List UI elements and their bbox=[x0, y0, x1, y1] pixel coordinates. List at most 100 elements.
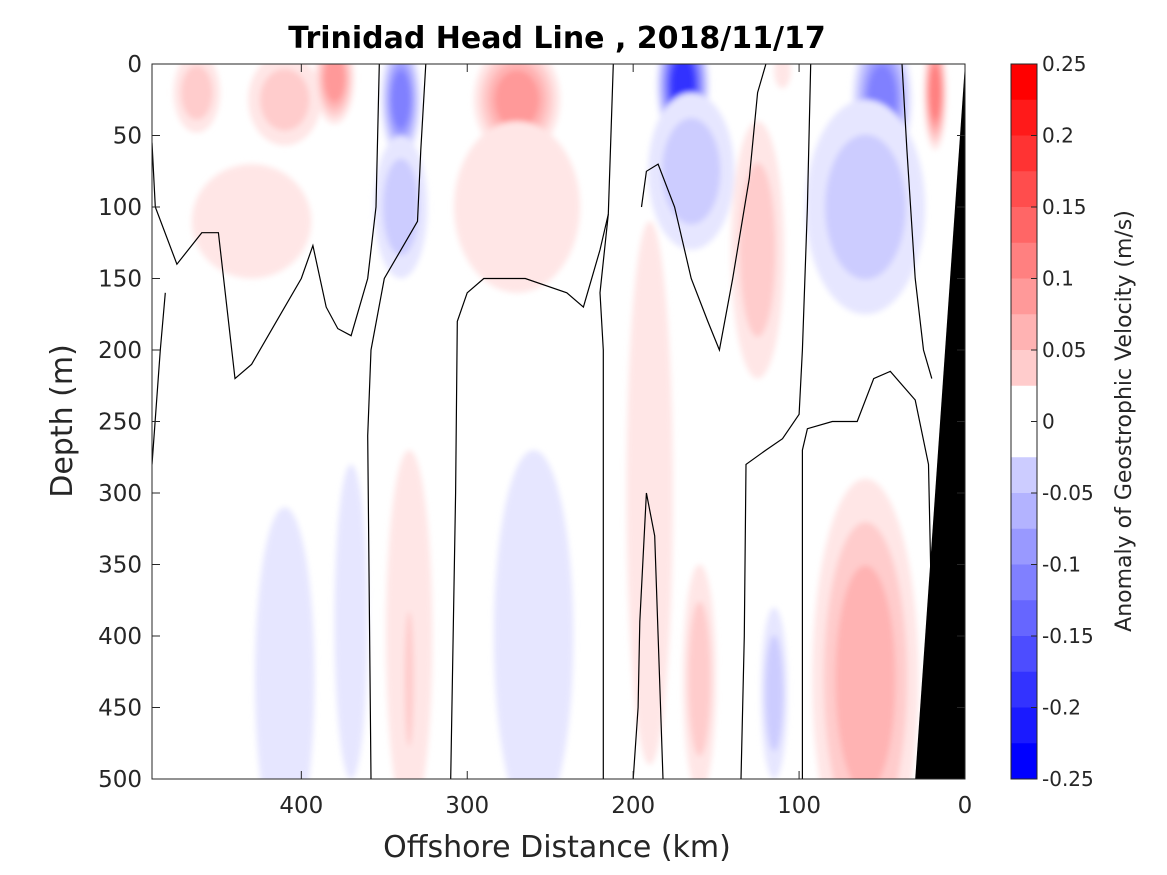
anomaly-band bbox=[391, 70, 411, 129]
zero-contour-6 bbox=[632, 492, 664, 779]
colorbar-band bbox=[1011, 207, 1037, 244]
anomaly-band bbox=[493, 450, 574, 779]
x-tick-label: 100 bbox=[777, 793, 821, 819]
x-tick-label: 0 bbox=[958, 793, 973, 819]
anomaly-band bbox=[774, 64, 791, 89]
colorbar-band bbox=[1011, 278, 1037, 315]
anomaly-band bbox=[626, 221, 673, 765]
anomaly-band bbox=[929, 65, 941, 121]
velocity-anomaly-field bbox=[173, 64, 947, 779]
colorbar-tick-label: 0 bbox=[1042, 410, 1055, 434]
colorbar-label: Anomaly of Geostrophic Velocity (m/s) bbox=[1112, 210, 1137, 632]
anomaly-feature-12 bbox=[805, 99, 926, 315]
colorbar-band bbox=[1011, 350, 1037, 387]
chart-title: Trinidad Head Line , 2018/11/17 bbox=[288, 21, 825, 56]
colorbar-tick-label: -0.1 bbox=[1042, 553, 1081, 577]
anomaly-band bbox=[835, 565, 896, 779]
colorbar-band bbox=[1011, 743, 1037, 780]
colorbar-tick-label: 0.15 bbox=[1042, 195, 1087, 219]
x-axis-label: Offshore Distance (km) bbox=[383, 830, 731, 865]
anomaly-band bbox=[260, 68, 310, 131]
anomaly-feature-24 bbox=[812, 478, 919, 779]
anomaly-band bbox=[404, 611, 414, 747]
colorbar-band bbox=[1011, 385, 1037, 422]
colorbar-band bbox=[1011, 636, 1037, 673]
zero-contour-10 bbox=[901, 64, 933, 379]
y-tick-label: 300 bbox=[98, 481, 142, 507]
anomaly-band bbox=[765, 635, 784, 752]
anomaly-feature-4 bbox=[191, 164, 312, 279]
x-tick-label: 200 bbox=[611, 793, 655, 819]
anomaly-feature-10 bbox=[648, 92, 735, 250]
anomaly-feature-3 bbox=[314, 64, 355, 125]
y-axis-label: Depth (m) bbox=[45, 344, 80, 498]
zero-contours bbox=[152, 64, 936, 779]
zero-contour-8 bbox=[740, 64, 812, 779]
colorbar-band bbox=[1011, 671, 1037, 708]
anomaly-feature-17 bbox=[334, 464, 368, 779]
colorbar-tick-label: -0.2 bbox=[1042, 696, 1081, 720]
colorbar-band bbox=[1011, 242, 1037, 279]
anomaly-feature-2 bbox=[248, 64, 322, 146]
colorbar-band bbox=[1011, 707, 1037, 744]
colorbar-band bbox=[1011, 135, 1037, 172]
zero-contour-5 bbox=[599, 214, 609, 779]
x-tick-label: 400 bbox=[279, 793, 323, 819]
anomaly-band bbox=[181, 65, 213, 120]
colorbar-band bbox=[1011, 493, 1037, 530]
y-tick-label: 350 bbox=[98, 553, 142, 579]
y-tick-label: 250 bbox=[98, 410, 142, 436]
zero-contour-4 bbox=[450, 64, 614, 779]
anomaly-band bbox=[825, 134, 906, 280]
zero-contour-3 bbox=[367, 64, 427, 779]
anomaly-feature-19 bbox=[402, 578, 416, 779]
colorbar-tick-label: 0.05 bbox=[1042, 338, 1087, 362]
y-tick-label: 200 bbox=[98, 338, 142, 364]
anomaly-feature-14 bbox=[923, 64, 947, 150]
colorbar-band bbox=[1011, 314, 1037, 351]
zero-contour-1 bbox=[152, 64, 380, 380]
y-tick-label: 50 bbox=[113, 124, 142, 150]
y-tick-label: 0 bbox=[127, 52, 142, 78]
colorbar-band bbox=[1011, 564, 1037, 601]
zero-contour-7 bbox=[640, 64, 767, 353]
colorbar-tick-label: -0.15 bbox=[1042, 624, 1094, 648]
colorbar-tick-label: 0.2 bbox=[1042, 124, 1074, 148]
colorbar-band bbox=[1011, 457, 1037, 494]
seafloor bbox=[915, 64, 965, 779]
anomaly-feature-15 bbox=[774, 64, 791, 89]
anomaly-band bbox=[334, 464, 368, 779]
anomaly-band bbox=[494, 70, 540, 130]
colorbar-band bbox=[1011, 99, 1037, 136]
anomaly-band bbox=[382, 158, 419, 256]
anomaly-feature-8 bbox=[453, 121, 581, 293]
anomaly-feature-20 bbox=[493, 450, 574, 779]
colorbar-band bbox=[1011, 421, 1037, 458]
colorbar-band bbox=[1011, 528, 1037, 565]
y-tick-label: 150 bbox=[98, 267, 142, 293]
colorbar-band bbox=[1011, 600, 1037, 637]
anomaly-feature-16 bbox=[254, 507, 315, 779]
anomaly-band bbox=[688, 601, 711, 757]
colorbar-tick-label: 0.25 bbox=[1042, 52, 1087, 76]
x-axis: 400 300 200 100 0 bbox=[279, 64, 972, 819]
y-axis: 0 50 100 150 200 250 300 350 400 450 500 bbox=[98, 52, 965, 793]
anomaly-band bbox=[739, 163, 776, 337]
anomaly-feature-5 bbox=[380, 64, 421, 160]
colorbar-tick-label: -0.05 bbox=[1042, 481, 1094, 505]
plot-area bbox=[152, 64, 965, 779]
colorbar-band bbox=[1011, 64, 1037, 101]
anomaly-feature-22 bbox=[682, 564, 717, 779]
anomaly-band bbox=[324, 64, 345, 102]
anomaly-band bbox=[254, 507, 315, 779]
anomaly-feature-21 bbox=[626, 221, 673, 765]
y-tick-label: 450 bbox=[98, 696, 142, 722]
y-tick-label: 400 bbox=[98, 624, 142, 650]
anomaly-band bbox=[453, 121, 581, 293]
x-tick-label: 300 bbox=[445, 793, 489, 819]
anomaly-feature-13 bbox=[731, 121, 785, 379]
anomaly-band bbox=[191, 164, 312, 279]
anomaly-band bbox=[662, 118, 721, 225]
zero-contour-2 bbox=[152, 292, 166, 465]
